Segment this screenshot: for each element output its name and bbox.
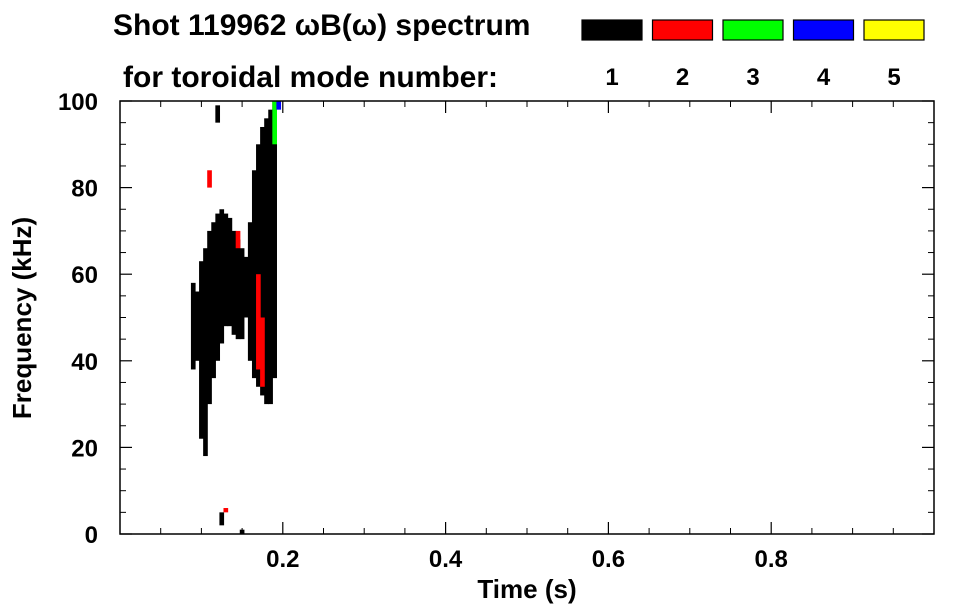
spectrum-mark-mode-1 bbox=[260, 126, 265, 396]
spectrum-mark-mode-2 bbox=[235, 230, 241, 249]
spectrum-mark-mode-2 bbox=[207, 170, 212, 188]
x-tick-label: 0.4 bbox=[429, 546, 463, 573]
legend: 1 2 3 4 5 bbox=[581, 19, 925, 91]
spectrum-mark-mode-1 bbox=[272, 101, 277, 379]
y-axis-label: Frequency (kHz) bbox=[7, 217, 37, 419]
spectrum-mark-mode-2 bbox=[260, 317, 265, 387]
y-tick-label: 60 bbox=[71, 262, 98, 289]
spectrum-mark-mode-1 bbox=[251, 170, 257, 379]
spectrum-mark-mode-1 bbox=[215, 213, 221, 361]
spectrum-mark-mode-1 bbox=[194, 291, 200, 361]
chart-title-line2: for toroidal mode number: bbox=[123, 61, 498, 94]
spectrum-mark-mode-3 bbox=[272, 101, 277, 145]
spectrum-mark-mode-2 bbox=[256, 274, 261, 370]
legend-swatch-5 bbox=[863, 19, 925, 41]
x-tick-label: 0.6 bbox=[592, 546, 625, 573]
spectrum-mark-mode-2 bbox=[223, 508, 229, 513]
y-tick-label: 40 bbox=[71, 349, 98, 376]
spectrum-mark-mode-1 bbox=[219, 209, 225, 344]
spectrum-mark-mode-1 bbox=[227, 217, 233, 327]
axes: 0.2 0.4 0.6 0.8 0 20 40 60 80 100 bbox=[58, 89, 934, 573]
x-tick-label: 0.2 bbox=[266, 546, 299, 573]
spectrum-mark-mode-1 bbox=[215, 105, 221, 123]
spectrum-mark-mode-1 bbox=[199, 261, 204, 439]
legend-label-3: 3 bbox=[746, 64, 759, 91]
spectrum-mark-mode-1 bbox=[207, 230, 212, 405]
spectrum-mark-mode-1 bbox=[235, 239, 241, 340]
legend-label-5: 5 bbox=[887, 64, 900, 91]
y-tick-label: 80 bbox=[71, 176, 98, 203]
chart-title-line1: Shot 119962 ωB(ω) spectrum bbox=[113, 9, 530, 42]
data-marks bbox=[190, 101, 282, 534]
y-tick-label: 0 bbox=[85, 522, 98, 549]
spectrum-mark-mode-1 bbox=[203, 248, 208, 457]
spectrum-mark-mode-1 bbox=[211, 222, 216, 379]
spectrum-mark-mode-1 bbox=[239, 248, 245, 340]
spectrum-mark-mode-1 bbox=[264, 118, 269, 405]
legend-label-4: 4 bbox=[817, 64, 831, 91]
x-tick-label: 0.8 bbox=[755, 546, 788, 573]
legend-swatch-1 bbox=[581, 19, 643, 41]
x-axis-label: Time (s) bbox=[477, 574, 576, 604]
spectrum-mark-mode-1 bbox=[256, 144, 261, 387]
spectrum-mark-mode-1 bbox=[247, 222, 253, 361]
legend-label-1: 1 bbox=[605, 64, 618, 91]
spectrum-mark-mode-1 bbox=[219, 512, 225, 526]
spectrum-mark-mode-1 bbox=[268, 109, 273, 405]
spectrum-mark-mode-1 bbox=[223, 213, 229, 327]
y-tick-label: 100 bbox=[58, 89, 98, 116]
spectrum-mark-mode-1 bbox=[231, 230, 237, 335]
legend-label-2: 2 bbox=[676, 64, 689, 91]
y-tick-label: 20 bbox=[71, 435, 98, 462]
spectrum-mark-mode-1 bbox=[190, 282, 196, 370]
legend-swatch-4 bbox=[792, 19, 855, 41]
spectrum-mark-mode-4 bbox=[276, 101, 282, 110]
spectrum-mark-mode-1 bbox=[243, 256, 249, 318]
legend-swatch-3 bbox=[722, 19, 784, 41]
legend-swatch-2 bbox=[651, 19, 714, 41]
